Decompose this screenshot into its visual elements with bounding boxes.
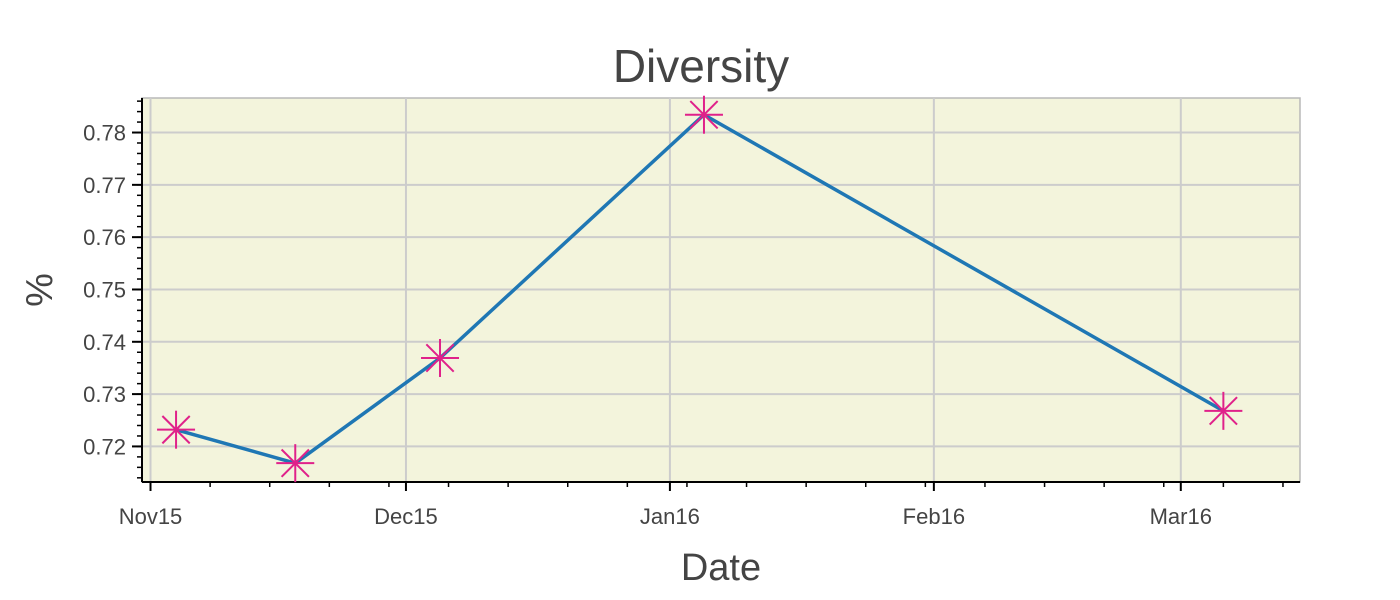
data-point-marker	[157, 410, 196, 449]
x-axis-label: Date	[681, 547, 761, 589]
x-tick-label: Feb16	[903, 504, 965, 529]
data-point-marker	[276, 444, 315, 483]
grid-lines	[142, 98, 1300, 482]
y-tick-label: 0.77	[83, 173, 126, 198]
x-tick-label: Nov15	[119, 504, 183, 529]
y-axis-label: %	[19, 273, 61, 307]
data-point-marker	[421, 339, 460, 378]
x-tick-label: Dec15	[374, 504, 438, 529]
y-tick-label: 0.72	[83, 434, 126, 459]
y-tick-label: 0.74	[83, 330, 126, 355]
x-tick-label: Jan16	[640, 504, 700, 529]
data-point-marker	[684, 95, 723, 134]
ticks: Nov15 Dec15 Jan16 Feb16 Mar16 0.72 0.73 0.74 0.7…	[83, 100, 1284, 529]
x-tick-label: Mar16	[1150, 504, 1212, 529]
y-tick-label: 0.76	[83, 225, 126, 250]
y-tick-label: 0.78	[83, 121, 126, 146]
chart-title: Diversity	[613, 40, 789, 92]
y-tick-label: 0.73	[83, 382, 126, 407]
data-point-marker	[1204, 391, 1243, 430]
series	[157, 95, 1243, 483]
y-tick-label: 0.75	[83, 277, 126, 302]
